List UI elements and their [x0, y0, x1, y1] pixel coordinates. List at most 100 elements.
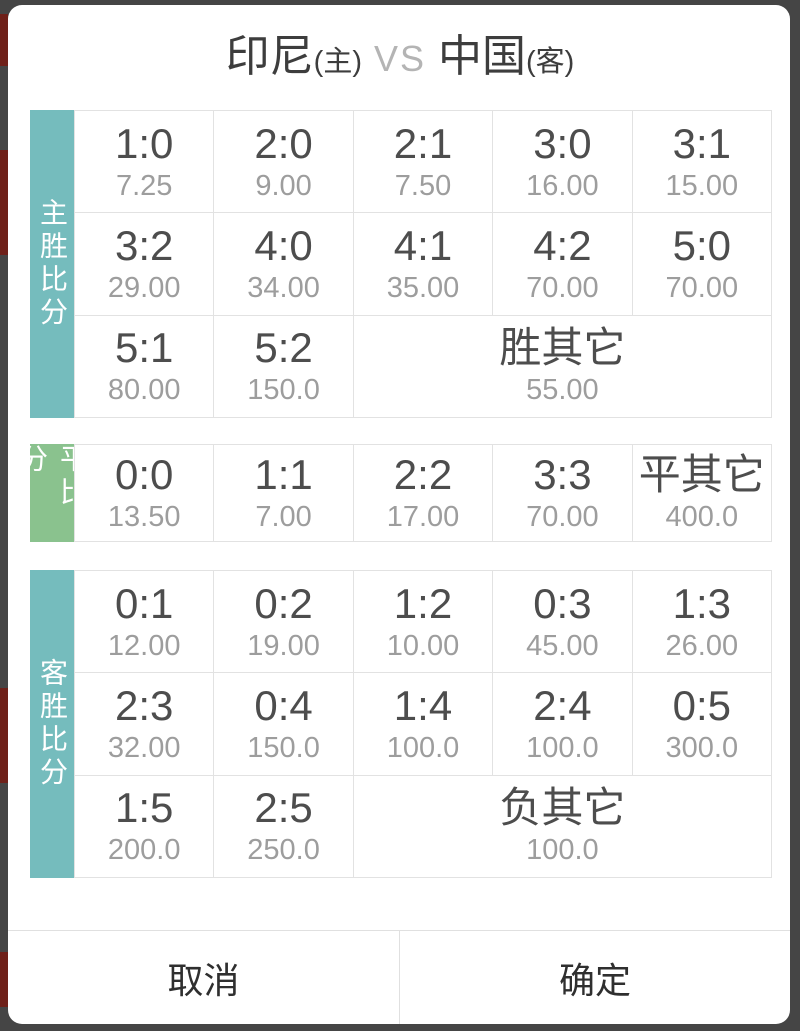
score-odds-cell[interactable]: 5:2 150.0: [214, 315, 353, 417]
odds-value: 16.00: [526, 169, 599, 202]
score-odds-cell[interactable]: 1:2 10.00: [353, 571, 493, 673]
score-label: 2:4: [533, 681, 592, 729]
odds-value: 100.0: [526, 834, 599, 867]
confirm-button[interactable]: 确定: [558, 959, 631, 1001]
odds-value: 7.00: [255, 501, 312, 533]
score-label: 3:3: [533, 451, 592, 498]
score-odds-cell[interactable]: 3:2 29.00: [75, 213, 214, 315]
odds-value: 13.50: [107, 501, 181, 533]
score-odds-cell[interactable]: 1:1 7.00: [214, 445, 353, 541]
score-label: 0:0: [115, 451, 174, 498]
score-label: 0:5: [672, 681, 731, 729]
score-label: 2:3: [115, 681, 174, 729]
section-label-draw: 平比分: [17, 444, 88, 542]
home-team-tag: (主): [313, 46, 362, 78]
score-odds-cell[interactable]: 平其它 400.0: [632, 445, 771, 541]
score-odds-cell[interactable]: 2:3 32.00: [75, 673, 214, 775]
score-odds-cell[interactable]: 1:4 100.0: [353, 673, 493, 775]
odds-value: 7.50: [394, 169, 452, 202]
odds-value: 100.0: [386, 731, 460, 764]
odds-value: 55.00: [526, 374, 599, 407]
score-label: 1:4: [393, 681, 453, 729]
score-label: 1:3: [672, 579, 731, 627]
score-label: 5:2: [254, 324, 313, 372]
section-home-win-scores: 主胜比分 1:0 7.25 2:0 9.00 2:1 7.50 3:0 16.00 3:1 15.…: [30, 110, 772, 418]
score-label: 2:0: [254, 119, 313, 167]
section-label-away-win: 客胜比分: [30, 570, 74, 878]
odds-value: 300.0: [665, 731, 739, 764]
odds-value: 250.0: [247, 834, 320, 867]
score-odds-cell[interactable]: 0:1 12.00: [75, 571, 214, 673]
score-label: 2:2: [393, 451, 453, 498]
score-label: 2:5: [254, 784, 313, 832]
odds-value: 100.0: [526, 731, 599, 764]
odds-value: 200.0: [107, 834, 181, 867]
score-label: 1:1: [254, 451, 313, 498]
section-label-home-win: 主胜比分: [30, 110, 74, 418]
score-odds-cell[interactable]: 3:3 70.00: [493, 445, 632, 541]
score-label: 3:0: [533, 119, 592, 167]
away-team-name: 中国: [438, 32, 527, 81]
score-label: 0:4: [254, 681, 313, 729]
odds-grid-home-win: 1:0 7.25 2:0 9.00 2:1 7.50 3:0 16.00 3:1 15.00 3:2…: [74, 110, 772, 418]
odds-value: 26.00: [665, 629, 739, 662]
odds-value: 10.00: [386, 629, 460, 662]
screen-edge-artifact: [0, 14, 8, 66]
score-odds-cell[interactable]: 2:0 9.00: [214, 111, 353, 213]
score-odds-cell[interactable]: 3:1 15.00: [632, 111, 771, 213]
vs-separator: VS: [373, 38, 427, 79]
odds-value: 80.00: [107, 374, 181, 407]
screen-edge-artifact: [0, 688, 8, 783]
odds-grid-away-win: 0:1 12.00 0:2 19.00 1:2 10.00 0:3 45.00 1:3 26.00…: [74, 570, 772, 878]
score-label: 3:2: [115, 221, 174, 269]
score-label: 0:3: [533, 579, 592, 627]
score-label: 1:5: [115, 784, 174, 832]
cancel-button[interactable]: 取消: [167, 959, 240, 1001]
score-label: 1:2: [393, 579, 453, 627]
score-label: 5:1: [115, 324, 174, 372]
odds-value: 70.00: [665, 271, 739, 304]
odds-value: 70.00: [526, 501, 599, 533]
screen-edge-artifact: [0, 150, 8, 255]
score-label: 0:1: [115, 579, 174, 627]
score-odds-cell[interactable]: 4:1 35.00: [353, 213, 493, 315]
odds-value: 12.00: [107, 629, 181, 662]
section-away-win-scores: 客胜比分 0:1 12.00 0:2 19.00 1:2 10.00 0:3 45.00 1:3…: [30, 570, 772, 878]
odds-value: 400.0: [665, 501, 739, 533]
section-draw-scores: 平比分 0:0 13.50 1:1 7.00 2:2 17.00 3:3 70.00 平其它 40…: [17, 444, 772, 542]
score-odds-cell[interactable]: 2:5 250.0: [214, 775, 353, 877]
score-odds-cell[interactable]: 0:0 13.50: [75, 445, 214, 541]
score-odds-cell[interactable]: 3:0 16.00: [493, 111, 632, 213]
score-odds-cell[interactable]: 0:4 150.0: [214, 673, 353, 775]
score-label: 平其它: [638, 451, 765, 498]
button-divider: [399, 931, 400, 1024]
odds-value: 150.0: [247, 731, 320, 764]
score-label: 1:0: [115, 119, 174, 167]
score-odds-cell[interactable]: 5:1 80.00: [75, 315, 214, 417]
odds-value: 7.25: [115, 169, 173, 202]
score-odds-cell[interactable]: 0:5 300.0: [632, 673, 771, 775]
odds-value: 17.00: [386, 501, 460, 533]
score-odds-cell[interactable]: 胜其它 55.00: [353, 315, 771, 417]
score-odds-cell[interactable]: 0:2 19.00: [214, 571, 353, 673]
score-odds-cell[interactable]: 5:0 70.00: [632, 213, 771, 315]
score-label: 3:1: [672, 119, 731, 167]
score-odds-cell[interactable]: 1:0 7.25: [75, 111, 214, 213]
score-odds-cell[interactable]: 负其它 100.0: [353, 775, 771, 877]
score-odds-cell[interactable]: 2:4 100.0: [493, 673, 632, 775]
score-label: 5:0: [672, 221, 731, 269]
score-odds-cell[interactable]: 4:2 70.00: [493, 213, 632, 315]
odds-value: 9.00: [255, 169, 312, 202]
score-odds-cell[interactable]: 1:5 200.0: [75, 775, 214, 877]
score-odds-cell[interactable]: 0:3 45.00: [493, 571, 632, 673]
score-odds-cell[interactable]: 2:1 7.50: [353, 111, 493, 213]
odds-value: 19.00: [247, 629, 320, 662]
score-label: 4:0: [254, 221, 313, 269]
odds-grid-draw: 0:0 13.50 1:1 7.00 2:2 17.00 3:3 70.00 平其它 400.0: [74, 444, 772, 542]
odds-value: 45.00: [526, 629, 599, 662]
score-label: 负其它: [499, 784, 626, 832]
score-odds-cell[interactable]: 2:2 17.00: [353, 445, 493, 541]
score-odds-cell[interactable]: 4:0 34.00: [214, 213, 353, 315]
away-team-tag: (客): [526, 46, 575, 78]
score-odds-cell[interactable]: 1:3 26.00: [632, 571, 771, 673]
